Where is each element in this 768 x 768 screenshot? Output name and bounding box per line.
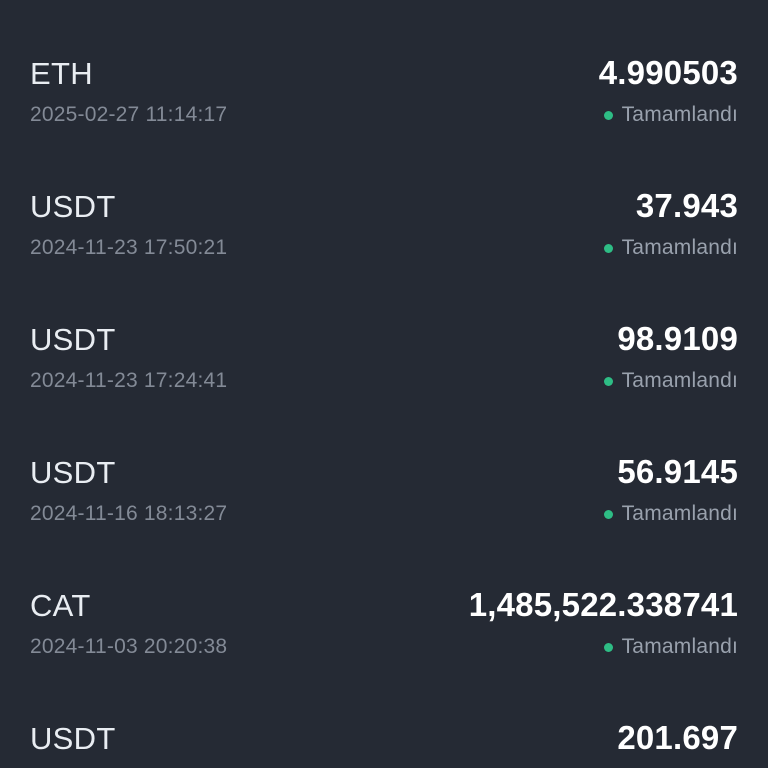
transaction-amount: 1,485,522.338741 bbox=[468, 586, 738, 623]
transaction-secondary-line: 2024-11-03 20:20:38 Tamamlandı bbox=[30, 632, 738, 662]
status-badge: Tamamlandı bbox=[603, 499, 738, 529]
transaction-list[interactable]: ETH 4.990503 2025-02-27 11:14:17 Tamamlandı… bbox=[0, 52, 768, 768]
transaction-amount: 201.697 bbox=[617, 719, 738, 756]
transaction-secondary-line: 2024-11-16 18:13:27 Tamamlandı bbox=[30, 499, 738, 529]
status-badge: Tamamlandı bbox=[603, 100, 738, 130]
transaction-amount: 37.943 bbox=[635, 187, 738, 224]
status-dot-icon bbox=[603, 376, 613, 386]
status-badge: Tamamlandı bbox=[603, 233, 738, 263]
transaction-primary-line: CAT 1,485,522.338741 bbox=[30, 584, 738, 626]
status-dot-icon bbox=[603, 509, 613, 519]
transaction-timestamp: 2024-11-16 18:13:27 bbox=[30, 502, 228, 525]
transaction-primary-line: USDT 56.9145 bbox=[30, 451, 738, 493]
transaction-row[interactable]: USDT 201.697 bbox=[30, 717, 738, 768]
transaction-amount: 98.9109 bbox=[617, 320, 738, 357]
transaction-secondary-line: 2024-11-23 17:24:41 Tamamlandı bbox=[30, 366, 738, 396]
transaction-asset-symbol: ETH bbox=[30, 56, 93, 91]
transaction-row[interactable]: USDT 98.9109 2024-11-23 17:24:41 Tamamlandı bbox=[30, 318, 738, 451]
transaction-primary-line: USDT 201.697 bbox=[30, 717, 738, 759]
transaction-primary-line: USDT 98.9109 bbox=[30, 318, 738, 360]
transaction-row[interactable]: USDT 37.943 2024-11-23 17:50:21 Tamamlandı bbox=[30, 185, 738, 318]
transaction-asset-symbol: USDT bbox=[30, 455, 116, 490]
transaction-asset-symbol: USDT bbox=[30, 721, 116, 756]
status-dot-icon bbox=[603, 642, 613, 652]
transaction-primary-line: ETH 4.990503 bbox=[30, 52, 738, 94]
transaction-timestamp: 2025-02-27 11:14:17 bbox=[30, 103, 228, 126]
transaction-row[interactable]: CAT 1,485,522.338741 2024-11-03 20:20:38 Ta… bbox=[30, 584, 738, 717]
transaction-amount: 4.990503 bbox=[598, 54, 738, 91]
status-badge: Tamamlandı bbox=[603, 632, 738, 662]
transaction-timestamp: 2024-11-23 17:50:21 bbox=[30, 236, 228, 259]
transaction-row[interactable]: USDT 56.9145 2024-11-16 18:13:27 Tamamlandı bbox=[30, 451, 738, 584]
transaction-row[interactable]: ETH 4.990503 2025-02-27 11:14:17 Tamamlandı bbox=[30, 52, 738, 185]
transaction-asset-symbol: USDT bbox=[30, 322, 116, 357]
transaction-timestamp: 2024-11-23 17:24:41 bbox=[30, 369, 228, 392]
status-label: Tamamlandı bbox=[621, 103, 738, 126]
status-label: Tamamlandı bbox=[621, 369, 738, 392]
transaction-asset-symbol: USDT bbox=[30, 189, 116, 224]
status-label: Tamamlandı bbox=[621, 236, 738, 259]
status-badge: Tamamlandı bbox=[603, 366, 738, 396]
status-dot-icon bbox=[603, 243, 613, 253]
transaction-secondary-line: 2024-11-23 17:50:21 Tamamlandı bbox=[30, 233, 738, 263]
transaction-amount: 56.9145 bbox=[617, 453, 738, 490]
transaction-primary-line: USDT 37.943 bbox=[30, 185, 738, 227]
transaction-secondary-line: 2025-02-27 11:14:17 Tamamlandı bbox=[30, 100, 738, 130]
status-dot-icon bbox=[603, 110, 613, 120]
status-label: Tamamlandı bbox=[621, 502, 738, 525]
status-label: Tamamlandı bbox=[621, 635, 738, 658]
transaction-asset-symbol: CAT bbox=[30, 588, 91, 623]
transaction-timestamp: 2024-11-03 20:20:38 bbox=[30, 635, 228, 658]
